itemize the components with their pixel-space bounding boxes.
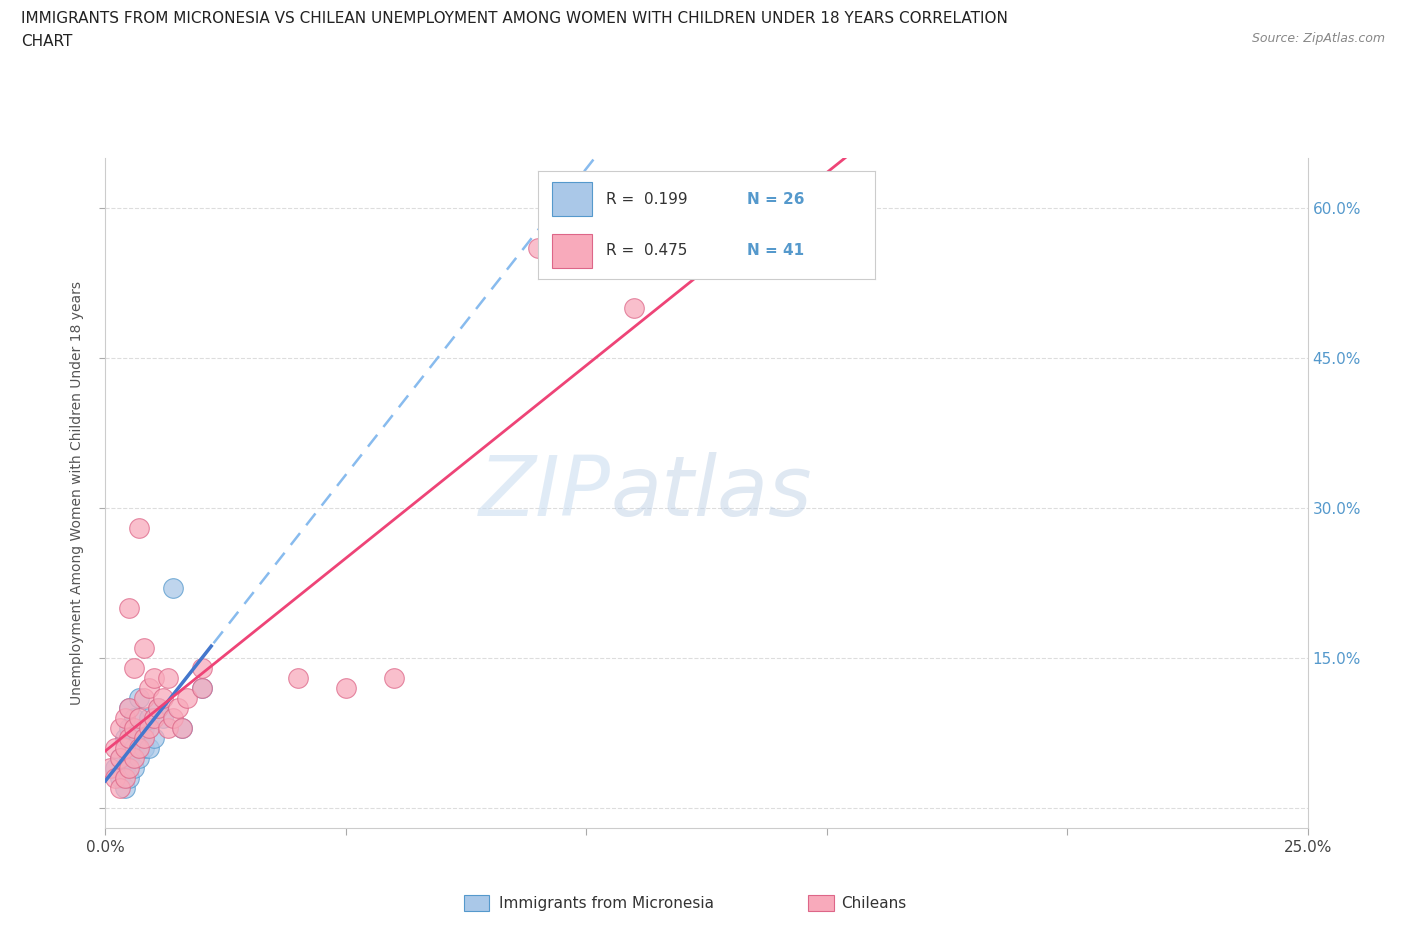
Point [142,711,165,725]
Text: Source: ZipAtlas.com: Source: ZipAtlas.com [1251,32,1385,45]
Point [114,730,136,745]
Point [148,700,170,715]
Point [156,671,179,685]
Text: IMMIGRANTS FROM MICRONESIA VS CHILEAN UNEMPLOYMENT AMONG WOMEN WITH CHILDREN UND: IMMIGRANTS FROM MICRONESIA VS CHILEAN UN… [21,11,1008,26]
Point [623,300,645,315]
Point [527,241,550,256]
Point [124,761,146,776]
Point [118,770,141,785]
Point [156,721,179,736]
Text: ZIP: ZIP [478,452,610,534]
Point [335,681,357,696]
Point [132,740,155,755]
Point [152,690,174,705]
Point [132,690,155,705]
Point [114,740,136,755]
Point [118,700,141,715]
Point [108,721,131,736]
Point [132,730,155,745]
Point [124,721,146,736]
Point [114,780,136,795]
Point [118,601,141,616]
Point [128,740,150,755]
Point [104,770,127,785]
Text: Immigrants from Micronesia: Immigrants from Micronesia [499,896,714,910]
Point [118,751,141,765]
Point [190,660,212,675]
Point [118,761,141,776]
Point [124,740,146,755]
Point [382,671,405,685]
Text: CHART: CHART [21,34,73,49]
Point [114,770,136,785]
Point [108,751,131,765]
Point [118,700,141,715]
Point [114,761,136,776]
Point [142,671,165,685]
Point [138,681,160,696]
Point [104,740,127,755]
Point [128,690,150,705]
Point [132,721,155,736]
Point [108,751,131,765]
Point [118,730,141,745]
Point [104,761,127,776]
Point [118,721,141,736]
Point [108,780,131,795]
Point [138,740,160,755]
Point [138,721,160,736]
Point [128,711,150,725]
Point [114,711,136,725]
Point [132,641,155,656]
Point [138,711,160,725]
Point [98,761,121,776]
Text: atlas: atlas [610,452,813,534]
Point [190,681,212,696]
Y-axis label: Unemployment Among Women with Children Under 18 years: Unemployment Among Women with Children U… [70,281,84,705]
Point [162,580,184,595]
Point [172,721,194,736]
Point [128,730,150,745]
Point [176,690,198,705]
Point [142,730,165,745]
Point [166,700,188,715]
Text: Chileans: Chileans [841,896,905,910]
Point [190,681,212,696]
Point [108,770,131,785]
Point [128,751,150,765]
Point [124,711,146,725]
Point [124,751,146,765]
Point [162,711,184,725]
Point [172,721,194,736]
Point [124,660,146,675]
Point [152,711,174,725]
Point [128,521,150,536]
Point [148,700,170,715]
Point [287,671,309,685]
